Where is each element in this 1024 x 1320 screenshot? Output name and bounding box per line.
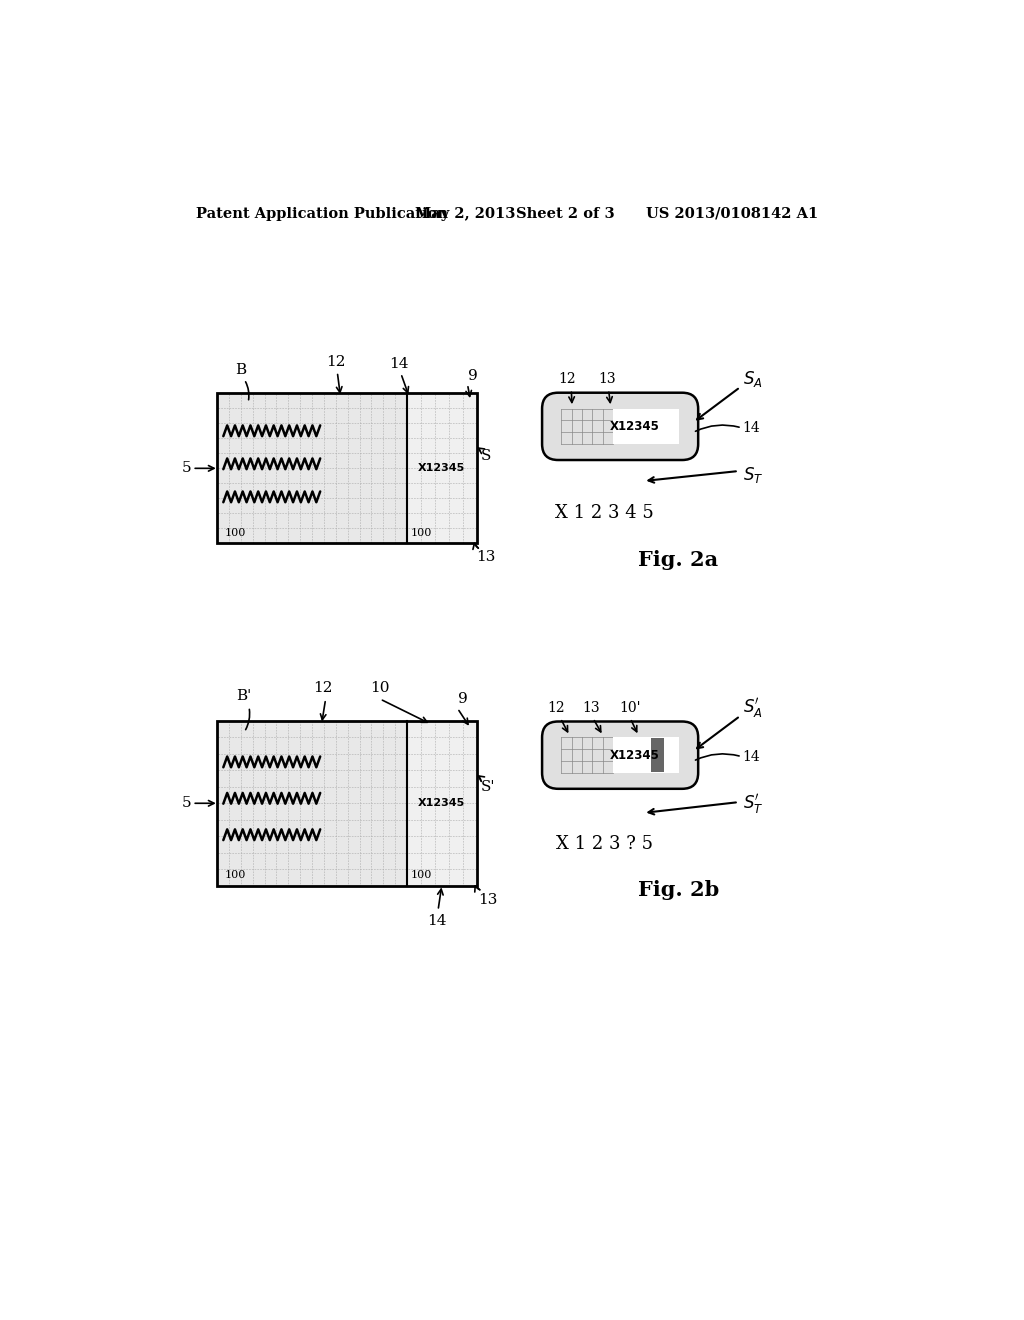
Text: 12: 12	[326, 355, 345, 370]
Text: May 2, 2013: May 2, 2013	[415, 207, 515, 220]
Text: X12345: X12345	[418, 799, 466, 808]
Text: US 2013/0108142 A1: US 2013/0108142 A1	[646, 207, 818, 220]
FancyBboxPatch shape	[542, 393, 698, 459]
Text: 9: 9	[458, 692, 468, 706]
Text: 100: 100	[225, 528, 246, 537]
Text: 13: 13	[598, 372, 615, 387]
Text: 14: 14	[742, 421, 761, 434]
Text: 100: 100	[411, 870, 432, 880]
Text: 13: 13	[583, 701, 600, 715]
Text: 100: 100	[225, 870, 246, 880]
Text: 12: 12	[558, 372, 575, 387]
Polygon shape	[650, 738, 664, 772]
Text: 12: 12	[313, 681, 333, 696]
Text: 14: 14	[427, 913, 446, 928]
Text: 9: 9	[468, 370, 478, 383]
Text: B': B'	[237, 689, 252, 702]
Text: 10': 10'	[620, 701, 641, 715]
Text: $S_{A}'$: $S_{A}'$	[742, 696, 762, 721]
Text: 14: 14	[742, 750, 761, 764]
Text: $S_T$: $S_T$	[742, 465, 763, 484]
Polygon shape	[407, 721, 477, 886]
Text: $S_{T}'$: $S_{T}'$	[742, 792, 763, 816]
Polygon shape	[613, 409, 679, 444]
Text: 10: 10	[370, 681, 389, 696]
Text: X12345: X12345	[610, 420, 659, 433]
Text: X 1 2 3 4 5: X 1 2 3 4 5	[555, 504, 654, 523]
Text: Fig. 2a: Fig. 2a	[638, 549, 718, 569]
Text: S: S	[481, 449, 492, 463]
Text: 5: 5	[181, 461, 190, 475]
Polygon shape	[217, 393, 407, 544]
Text: 5: 5	[181, 796, 190, 810]
Text: 12: 12	[547, 701, 564, 715]
Text: 13: 13	[478, 892, 498, 907]
Text: $S_A$: $S_A$	[742, 370, 762, 389]
Text: 13: 13	[476, 550, 496, 564]
FancyBboxPatch shape	[542, 722, 698, 789]
Text: 14: 14	[389, 356, 409, 371]
Polygon shape	[217, 721, 407, 886]
Polygon shape	[613, 738, 679, 774]
Text: X 1 2 3 ? 5: X 1 2 3 ? 5	[556, 834, 653, 853]
Text: B: B	[234, 363, 246, 378]
Text: S': S'	[480, 780, 495, 793]
Text: X12345: X12345	[418, 463, 466, 474]
Text: 100: 100	[411, 528, 432, 537]
Polygon shape	[407, 393, 477, 544]
Text: Sheet 2 of 3: Sheet 2 of 3	[515, 207, 614, 220]
Text: Patent Application Publication: Patent Application Publication	[197, 207, 449, 220]
Text: Fig. 2b: Fig. 2b	[638, 880, 719, 900]
Text: X12345: X12345	[610, 748, 659, 762]
